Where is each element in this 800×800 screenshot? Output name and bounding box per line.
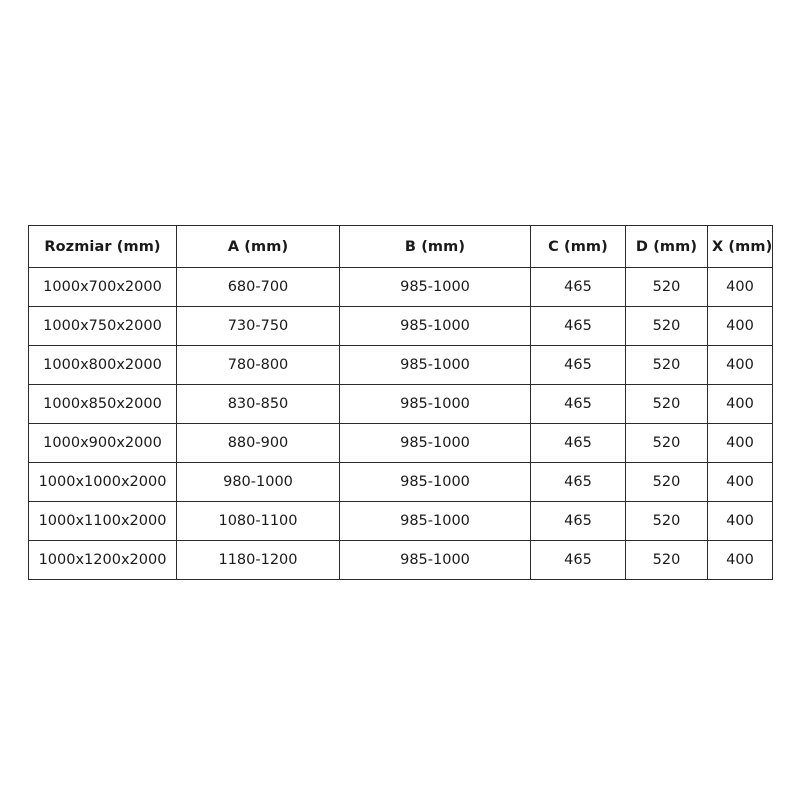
cell-b: 985-1000 [339, 306, 531, 346]
cell-d: 520 [625, 384, 708, 424]
cell-a: 730-750 [176, 306, 340, 346]
cell-x: 400 [707, 306, 773, 346]
cell-b: 985-1000 [339, 501, 531, 541]
table-row: 1000x750x2000 730-750 985-1000 465 520 4… [28, 306, 773, 346]
cell-c: 465 [530, 384, 626, 424]
cell-a: 980-1000 [176, 462, 340, 502]
cell-d: 520 [625, 267, 708, 307]
table-row: 1000x1000x2000 980-1000 985-1000 465 520… [28, 462, 773, 502]
cell-c: 465 [530, 501, 626, 541]
cell-c: 465 [530, 462, 626, 502]
column-header-a: A (mm) [176, 225, 340, 268]
cell-d: 520 [625, 423, 708, 463]
cell-b: 985-1000 [339, 384, 531, 424]
dimensions-table: Rozmiar (mm) A (mm) B (mm) C (mm) D (mm)… [28, 225, 773, 580]
cell-a: 680-700 [176, 267, 340, 307]
cell-size: 1000x1200x2000 [28, 540, 177, 580]
cell-x: 400 [707, 501, 773, 541]
cell-d: 520 [625, 462, 708, 502]
cell-d: 520 [625, 501, 708, 541]
column-header-x: X (mm) [707, 225, 773, 268]
table-row: 1000x850x2000 830-850 985-1000 465 520 4… [28, 384, 773, 424]
cell-d: 520 [625, 540, 708, 580]
cell-size: 1000x700x2000 [28, 267, 177, 307]
cell-c: 465 [530, 423, 626, 463]
cell-size: 1000x1000x2000 [28, 462, 177, 502]
cell-size: 1000x1100x2000 [28, 501, 177, 541]
cell-size: 1000x900x2000 [28, 423, 177, 463]
cell-a: 830-850 [176, 384, 340, 424]
column-header-c: C (mm) [530, 225, 626, 268]
table-row: 1000x700x2000 680-700 985-1000 465 520 4… [28, 267, 773, 307]
cell-d: 520 [625, 306, 708, 346]
table-header: Rozmiar (mm) A (mm) B (mm) C (mm) D (mm)… [28, 225, 773, 268]
dimensions-table-container: Rozmiar (mm) A (mm) B (mm) C (mm) D (mm)… [28, 225, 773, 580]
table-row: 1000x800x2000 780-800 985-1000 465 520 4… [28, 345, 773, 385]
table-row: 1000x900x2000 880-900 985-1000 465 520 4… [28, 423, 773, 463]
column-header-d: D (mm) [625, 225, 708, 268]
cell-x: 400 [707, 540, 773, 580]
column-header-size: Rozmiar (mm) [28, 225, 177, 268]
cell-size: 1000x850x2000 [28, 384, 177, 424]
cell-x: 400 [707, 345, 773, 385]
cell-b: 985-1000 [339, 267, 531, 307]
cell-size: 1000x800x2000 [28, 345, 177, 385]
cell-b: 985-1000 [339, 423, 531, 463]
cell-x: 400 [707, 384, 773, 424]
cell-a: 880-900 [176, 423, 340, 463]
cell-b: 985-1000 [339, 462, 531, 502]
cell-d: 520 [625, 345, 708, 385]
cell-x: 400 [707, 267, 773, 307]
column-header-b: B (mm) [339, 225, 531, 268]
cell-size: 1000x750x2000 [28, 306, 177, 346]
cell-a: 1180-1200 [176, 540, 340, 580]
cell-c: 465 [530, 267, 626, 307]
cell-a: 780-800 [176, 345, 340, 385]
cell-c: 465 [530, 540, 626, 580]
table-row: 1000x1200x2000 1180-1200 985-1000 465 52… [28, 540, 773, 580]
table-row: 1000x1100x2000 1080-1100 985-1000 465 52… [28, 501, 773, 541]
cell-b: 985-1000 [339, 540, 531, 580]
cell-b: 985-1000 [339, 345, 531, 385]
table-header-row: Rozmiar (mm) A (mm) B (mm) C (mm) D (mm)… [28, 225, 773, 268]
table-body: 1000x700x2000 680-700 985-1000 465 520 4… [28, 267, 773, 580]
cell-c: 465 [530, 345, 626, 385]
cell-x: 400 [707, 462, 773, 502]
cell-c: 465 [530, 306, 626, 346]
cell-a: 1080-1100 [176, 501, 340, 541]
cell-x: 400 [707, 423, 773, 463]
